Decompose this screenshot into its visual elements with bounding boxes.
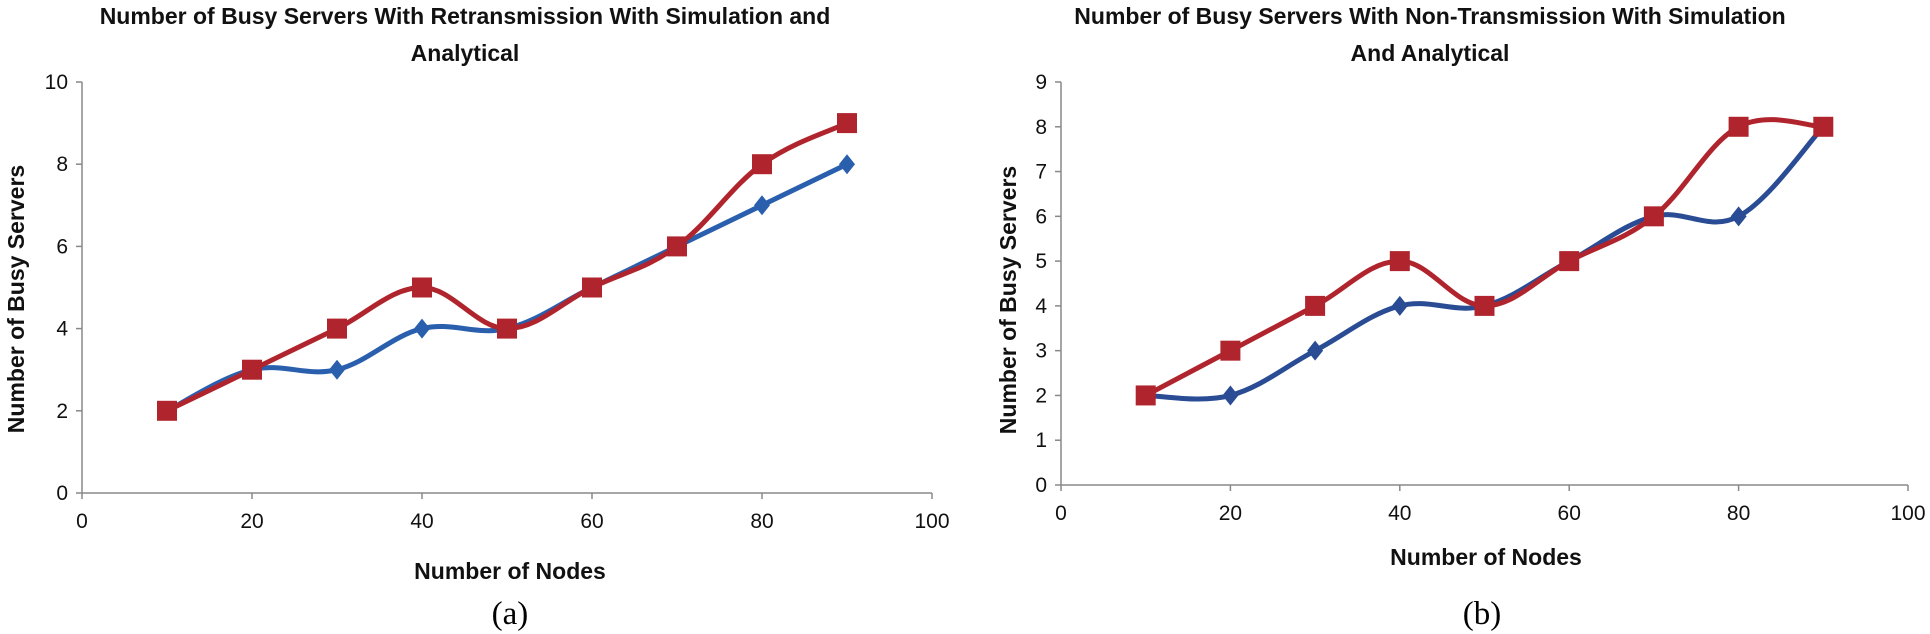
series-line-1 xyxy=(1145,125,1826,402)
series-2-point xyxy=(1728,116,1749,137)
series-2-point xyxy=(1389,251,1410,272)
x-tick-label: 0 xyxy=(1055,502,1067,525)
y-tick-label: 9 xyxy=(1035,71,1047,94)
series-1-point xyxy=(329,359,345,380)
chart-a-x-axis-title: Number of Nodes xyxy=(414,558,606,584)
x-tick-label: 20 xyxy=(1219,502,1242,525)
series-2-point xyxy=(582,277,602,298)
x-tick-label: 0 xyxy=(76,510,88,533)
y-tick-label: 4 xyxy=(56,318,68,341)
series-2-point xyxy=(1220,340,1241,361)
chart-a-title-line-1: Number of Busy Servers With Retransmissi… xyxy=(100,3,831,29)
x-tick-label: 40 xyxy=(410,510,433,533)
x-tick-label: 80 xyxy=(1727,502,1750,525)
x-tick-label: 100 xyxy=(914,510,949,533)
series-2-point xyxy=(752,154,772,175)
chart-a-panel-label: (a) xyxy=(492,596,529,632)
x-tick-label: 60 xyxy=(580,510,603,533)
series-1-point xyxy=(1391,295,1408,316)
y-tick-label: 2 xyxy=(56,400,68,423)
y-tick-label: 0 xyxy=(56,482,68,505)
series-2-point xyxy=(1813,116,1834,137)
series-2-point xyxy=(327,318,347,339)
chart-a-y-axis-title: Number of Busy Servers xyxy=(3,165,29,433)
series-2-point xyxy=(1474,295,1495,316)
series-1-point xyxy=(839,154,855,175)
series-2-point xyxy=(1559,251,1580,272)
y-tick-label: 7 xyxy=(1035,161,1047,184)
series-2-point xyxy=(412,277,432,298)
chart-b-title-line-1: Number of Busy Servers With Non-Transmis… xyxy=(1074,3,1785,29)
series-1-point xyxy=(1307,340,1324,361)
series-2-point xyxy=(242,359,262,380)
chart-b-y-axis-title: Number of Busy Servers xyxy=(995,166,1021,434)
y-tick-label: 8 xyxy=(56,153,68,176)
series-line-2 xyxy=(1144,117,1824,398)
series-2-point xyxy=(1305,295,1326,316)
series-2-point xyxy=(497,318,517,339)
x-tick-label: 20 xyxy=(240,510,263,533)
series-1-point xyxy=(754,195,770,216)
chart-b-x-axis-title: Number of Nodes xyxy=(1390,544,1582,570)
series-2-point xyxy=(837,113,857,134)
y-tick-label: 0 xyxy=(1035,474,1047,497)
series-2-point xyxy=(1643,206,1664,227)
x-tick-label: 100 xyxy=(1890,502,1925,525)
y-tick-label: 6 xyxy=(56,235,68,258)
y-tick-label: 2 xyxy=(1035,384,1047,407)
series-1-point xyxy=(1222,385,1239,406)
y-tick-label: 3 xyxy=(1035,340,1047,363)
y-tick-label: 8 xyxy=(1035,116,1047,139)
y-tick-label: 1 xyxy=(1035,429,1047,452)
series-2-point xyxy=(157,400,177,421)
series-2-point xyxy=(1135,385,1156,406)
x-tick-label: 60 xyxy=(1558,502,1581,525)
chart-b-title-line-2: And Analytical xyxy=(1351,40,1510,66)
x-tick-label: 80 xyxy=(750,510,773,533)
x-tick-label: 40 xyxy=(1388,502,1411,525)
chart-panel-a: Number of Busy Servers With Retransmissi… xyxy=(3,3,950,632)
chart-panel-b: Number of Busy Servers With Non-Transmis… xyxy=(995,3,1926,632)
chart-a-title-line-2: Analytical xyxy=(411,40,520,66)
chart-b-panel-label: (b) xyxy=(1463,596,1501,632)
y-tick-label: 4 xyxy=(1035,295,1047,318)
y-tick-label: 10 xyxy=(45,71,68,94)
series-line-1 xyxy=(165,161,849,414)
series-1-point xyxy=(1730,206,1747,227)
series-1-point xyxy=(414,318,430,339)
y-tick-label: 5 xyxy=(1035,250,1047,273)
y-tick-label: 6 xyxy=(1035,205,1047,228)
series-2-point xyxy=(667,236,687,257)
